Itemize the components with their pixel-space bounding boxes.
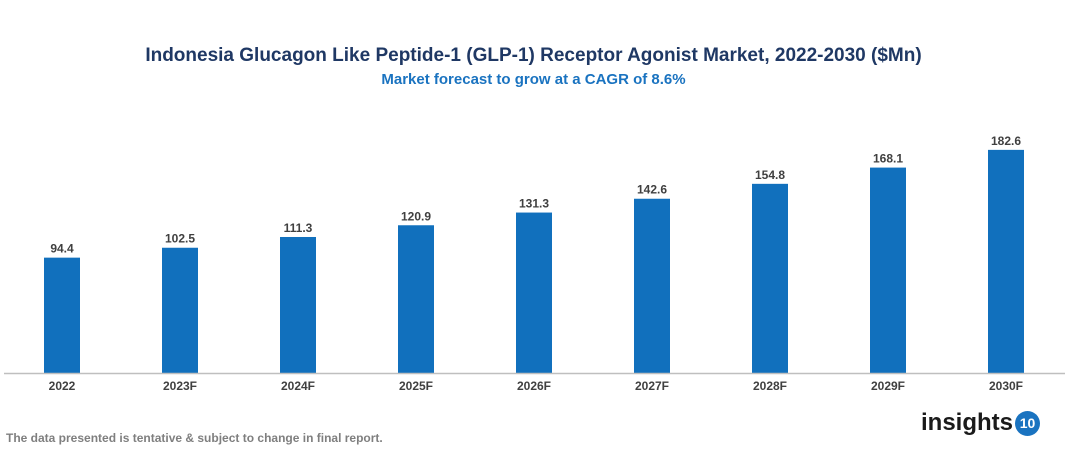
x-tick-label: 2026F (517, 379, 551, 393)
bar (44, 257, 80, 373)
x-tick-label: 2027F (635, 379, 669, 393)
data-label: 131.3 (519, 197, 549, 211)
bar (752, 183, 788, 373)
bar (634, 198, 670, 373)
bar (162, 247, 198, 373)
logo-badge: 10 (1015, 410, 1041, 436)
data-label: 142.6 (637, 183, 667, 197)
bar (988, 149, 1024, 373)
data-label: 168.1 (873, 152, 903, 166)
data-label: 94.4 (50, 242, 74, 256)
bar (516, 212, 552, 373)
x-tick-label: 2029F (871, 379, 905, 393)
chart-title: Indonesia Glucagon Like Peptide-1 (GLP-1… (145, 45, 922, 66)
data-label: 111.3 (284, 221, 313, 235)
x-tick-label: 2025F (399, 379, 433, 393)
disclaimer: The data presented is tentative & subjec… (6, 431, 383, 445)
logo-text: insights (921, 409, 1014, 436)
insights10-logo: insights 10 (921, 409, 1041, 437)
x-tick-label: 2022 (49, 379, 76, 393)
data-label: 102.5 (165, 232, 195, 246)
x-tick-label: 2030F (989, 379, 1023, 393)
data-label: 182.6 (991, 134, 1021, 148)
data-label: 120.9 (401, 209, 431, 223)
x-tick-label: 2024F (281, 379, 315, 393)
bar (870, 167, 906, 373)
chart-subtitle: Market forecast to grow at a CAGR of 8.6… (381, 71, 686, 88)
x-tick-label: 2028F (753, 379, 787, 393)
x-tick-label: 2023F (163, 379, 197, 393)
data-label: 154.8 (755, 168, 785, 182)
bar (398, 225, 434, 373)
bar (280, 236, 316, 373)
